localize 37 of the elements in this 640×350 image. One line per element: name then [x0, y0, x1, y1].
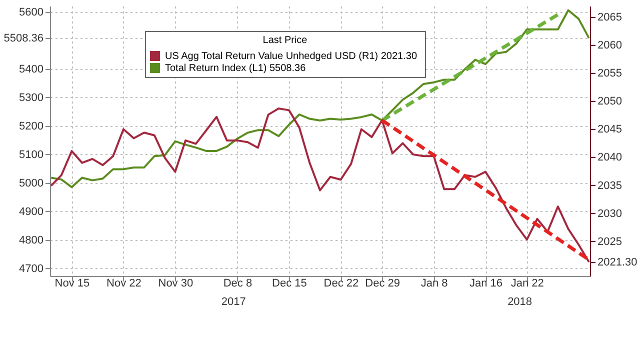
legend-label: Total Return Index (L1) 5508.36 [165, 63, 306, 74]
y2-tick-label: 2030 [598, 208, 622, 220]
y2-tick-label: 2025 [598, 236, 622, 248]
x-tick-label: Dec 15 [272, 278, 307, 290]
y-tick-label: 5200 [19, 120, 44, 132]
y2-tick-label: 2055 [598, 68, 622, 80]
x-tick-label: Nov 15 [54, 278, 90, 290]
text: 2017 [221, 296, 246, 308]
x-tick-label: Dec 29 [365, 278, 400, 290]
y2-tick-label: 2021.30 [598, 256, 638, 268]
y-tick-label: 4800 [19, 234, 44, 246]
y2-tick-label: 2045 [598, 124, 622, 136]
x-tick-label: Nov 30 [158, 278, 194, 290]
y-tick-label: 5400 [19, 63, 44, 76]
x-tick-label: Jan 8 [420, 278, 448, 290]
line-series [50, 108, 590, 263]
y-tick-label: 5300 [19, 92, 44, 104]
x-tick-label: Dec 22 [324, 278, 359, 290]
y-tick-label: 5600 [19, 6, 44, 18]
y-tick-label: 4900 [19, 206, 44, 218]
x-tick-label: Nov 22 [106, 278, 142, 290]
y2-tick-label: 2035 [598, 180, 622, 192]
x-tick-label: Jan 22 [510, 278, 544, 290]
x-tick-label: Dec 8 [223, 278, 252, 290]
y-tick-label: 5000 [19, 177, 44, 190]
y2-tick-label: 2060 [598, 40, 622, 52]
y-tick-label: 5100 [19, 148, 44, 161]
y2-tick-label: 2065 [598, 12, 622, 24]
x-tick-label: Jan 16 [470, 278, 503, 290]
line-series [50, 9, 590, 188]
y2-tick-label: 2040 [598, 152, 622, 164]
legend-title: Last Price [262, 35, 308, 46]
y-tick-label: 4700 [19, 262, 44, 275]
y-tick-label: 5508.36 [4, 32, 44, 45]
y2-tick-label: 2050 [598, 96, 622, 108]
text: 2018 [508, 296, 532, 308]
legend-label: US Agg Total Return Value Unhedged USD (R1) 2021.30 [165, 51, 418, 62]
